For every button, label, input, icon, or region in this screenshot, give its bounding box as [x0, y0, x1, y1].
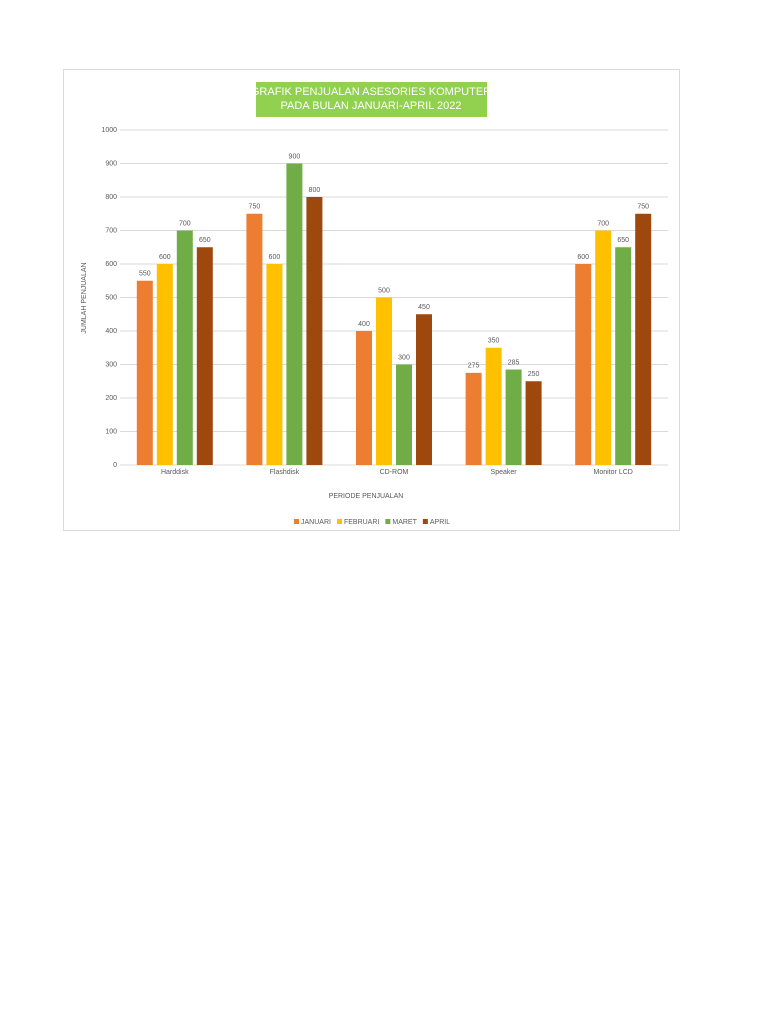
legend-swatch	[385, 519, 391, 524]
bar	[246, 213, 263, 465]
value-label: 700	[597, 220, 609, 227]
y-tick-label: 500	[105, 294, 117, 301]
bar	[136, 280, 153, 465]
x-tick-label: Monitor LCD	[594, 469, 633, 476]
value-label: 600	[159, 254, 171, 261]
bar	[505, 369, 522, 465]
x-tick-label: CD-ROM	[380, 469, 409, 476]
y-tick-label: 0	[113, 462, 117, 469]
bar	[575, 264, 592, 465]
y-tick-label: 100	[105, 428, 117, 435]
bar	[396, 364, 412, 465]
x-tick-label: Flashdisk	[270, 469, 300, 476]
bar	[465, 372, 482, 465]
value-label: 285	[508, 359, 520, 366]
y-tick-label: 800	[105, 194, 117, 201]
value-label: 450	[418, 304, 430, 311]
y-tick-label: 1000	[101, 127, 117, 134]
legend-label: APRIL	[430, 519, 450, 526]
bar	[176, 230, 193, 465]
bar	[356, 331, 372, 465]
bar	[615, 247, 632, 465]
y-tick-label: 700	[105, 227, 117, 234]
y-tick-label: 300	[105, 361, 117, 368]
value-label: 650	[617, 237, 629, 244]
value-label: 275	[468, 363, 480, 370]
legend-label: MARET	[392, 519, 417, 526]
value-label: 800	[309, 187, 321, 194]
value-label: 700	[179, 220, 191, 227]
title-box	[256, 82, 487, 117]
bar	[635, 213, 652, 465]
value-label: 350	[488, 338, 500, 345]
bar	[416, 314, 432, 465]
value-label: 500	[378, 287, 390, 294]
x-tick-label: Harddisk	[161, 469, 189, 476]
legend-swatch	[294, 519, 299, 524]
value-label: 650	[199, 237, 211, 244]
bar	[595, 230, 612, 465]
bar	[485, 347, 502, 465]
value-label: 750	[637, 204, 649, 211]
legend-label: FEBRUARI	[344, 519, 379, 526]
legend-swatch	[336, 519, 342, 524]
legend-label: JANUARI	[301, 519, 331, 526]
bar	[376, 297, 392, 465]
bar	[266, 264, 283, 465]
bar	[525, 381, 542, 465]
value-label: 250	[528, 371, 540, 378]
x-tick-label: Speaker	[491, 469, 518, 476]
value-label: 600	[269, 254, 281, 261]
value-label: 600	[577, 254, 589, 261]
bar	[286, 163, 303, 465]
x-axis-label: PERIODE PENJUALAN	[329, 493, 404, 500]
value-label: 750	[249, 204, 261, 211]
y-tick-label: 400	[105, 328, 117, 335]
chart-title: GRAFIK PENJUALAN ASESORIES KOMPUTER	[251, 86, 491, 98]
value-label: 550	[139, 271, 151, 278]
y-tick-label: 600	[105, 261, 117, 268]
chart-title: PADA BULAN JANUARI-APRIL 2022	[281, 100, 462, 112]
bar	[156, 264, 173, 465]
y-tick-label: 200	[105, 395, 117, 402]
bar	[306, 197, 323, 465]
value-label: 300	[398, 354, 410, 361]
bar	[196, 247, 213, 465]
value-label: 900	[289, 153, 301, 160]
value-label: 400	[358, 321, 370, 328]
legend-swatch	[422, 519, 428, 524]
y-axis-label: JUMLAH PENJUALAN	[81, 262, 88, 333]
y-tick-label: 900	[105, 160, 117, 167]
